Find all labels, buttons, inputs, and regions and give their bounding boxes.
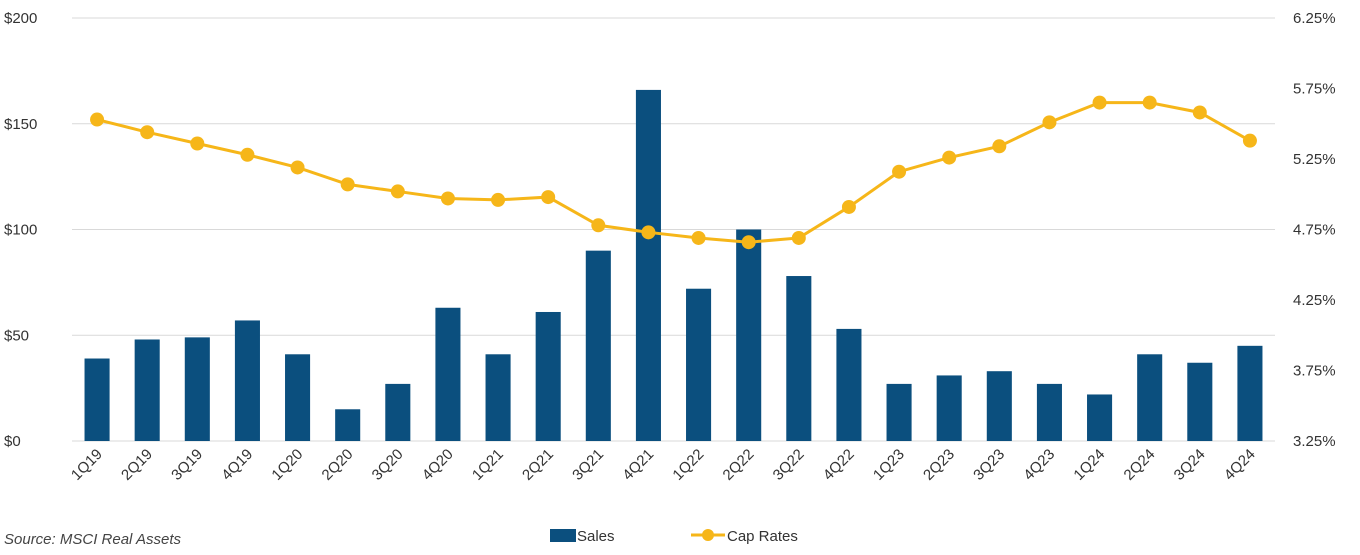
x-tick-label: 3Q21 xyxy=(569,446,607,484)
bar xyxy=(585,250,611,441)
bar xyxy=(986,371,1012,441)
x-tick-label: 3Q19 xyxy=(168,446,206,484)
x-tick-label: 2Q23 xyxy=(920,446,958,484)
line-point xyxy=(140,125,155,140)
line-point xyxy=(942,150,957,165)
bar xyxy=(1087,394,1113,441)
x-tick-label: 3Q23 xyxy=(970,446,1008,484)
x-tick-label: 2Q24 xyxy=(1121,446,1159,484)
line-point xyxy=(841,199,856,214)
line-point xyxy=(340,177,355,192)
bar xyxy=(385,383,411,441)
y-tick-label: $150 xyxy=(4,116,37,133)
bar xyxy=(736,229,762,441)
bar xyxy=(134,339,160,441)
x-tick-label: 1Q24 xyxy=(1070,446,1108,484)
line-point xyxy=(440,191,455,206)
bar xyxy=(786,276,812,441)
x-tick-label: 1Q21 xyxy=(469,446,507,484)
line-point xyxy=(1142,95,1157,110)
y2-tick-label: 4.25% xyxy=(1293,292,1336,309)
line xyxy=(96,101,1251,244)
bar xyxy=(936,375,962,441)
x-tick-label: 3Q20 xyxy=(369,446,407,484)
line-point xyxy=(90,112,105,127)
x-tick-label: 4Q19 xyxy=(218,446,256,484)
line-point xyxy=(591,218,606,233)
bar xyxy=(84,358,110,441)
line-point xyxy=(992,139,1007,154)
bar xyxy=(886,383,912,441)
x-tick-label: 4Q20 xyxy=(419,446,457,484)
x-tick-label: 2Q22 xyxy=(720,446,758,484)
y2-tick-label: 5.75% xyxy=(1293,81,1336,98)
x-tick-label: 3Q24 xyxy=(1171,446,1209,484)
line-point xyxy=(892,164,907,179)
x-tick-label: 1Q19 xyxy=(68,446,106,484)
x-tick-label: 2Q19 xyxy=(118,446,156,484)
line-point xyxy=(1242,133,1257,148)
source-note: Source: MSCI Real Assets xyxy=(4,531,182,548)
bar xyxy=(234,320,260,441)
line-point xyxy=(741,235,756,250)
line-point xyxy=(240,147,255,162)
line-point xyxy=(541,190,556,205)
bar xyxy=(836,328,862,441)
bar xyxy=(285,354,311,441)
line-point xyxy=(1042,115,1057,130)
line-point xyxy=(791,230,806,245)
y-tick-label: $200 xyxy=(4,10,37,27)
line-point xyxy=(491,192,506,207)
x-tick-label: 2Q20 xyxy=(319,446,357,484)
line-point xyxy=(290,160,305,175)
x-tick-label: 4Q21 xyxy=(619,446,657,484)
bar xyxy=(335,409,361,441)
x-tick-label: 3Q22 xyxy=(770,446,808,484)
line-point xyxy=(390,184,405,199)
line-point xyxy=(1192,105,1207,120)
legend-label: Cap Rates xyxy=(727,528,798,545)
legend-label: Sales xyxy=(577,528,615,545)
x-tick-label: 1Q23 xyxy=(870,446,908,484)
y2-tick-label: 6.25% xyxy=(1293,10,1336,27)
line-point xyxy=(641,225,656,240)
line-point xyxy=(1092,95,1107,110)
x-tick-label: 4Q24 xyxy=(1221,446,1259,484)
bar xyxy=(535,311,561,441)
bar xyxy=(1187,362,1213,441)
y2-tick-label: 3.25% xyxy=(1293,433,1336,450)
line-point xyxy=(691,230,706,245)
y-tick-label: $100 xyxy=(4,222,37,239)
bar xyxy=(1237,345,1263,441)
y2-tick-label: 4.75% xyxy=(1293,222,1336,239)
bar xyxy=(435,307,461,441)
y2-tick-label: 5.25% xyxy=(1293,151,1336,168)
y-tick-label: $0 xyxy=(4,433,21,450)
legend-swatch xyxy=(702,529,714,541)
x-tick-label: 4Q23 xyxy=(1020,446,1058,484)
y2-tick-label: 3.75% xyxy=(1293,363,1336,380)
bar xyxy=(1036,383,1062,441)
x-tick-label: 2Q21 xyxy=(519,446,557,484)
x-tick-label: 4Q22 xyxy=(820,446,858,484)
legend-swatch xyxy=(550,529,576,542)
bar xyxy=(686,288,712,441)
bar xyxy=(1137,354,1163,441)
x-tick-label: 1Q22 xyxy=(669,446,707,484)
line-point xyxy=(190,136,205,151)
bar xyxy=(635,89,661,441)
bar xyxy=(184,337,210,441)
y-tick-label: $50 xyxy=(4,327,29,344)
bar xyxy=(485,354,511,441)
x-tick-label: 1Q20 xyxy=(268,446,306,484)
